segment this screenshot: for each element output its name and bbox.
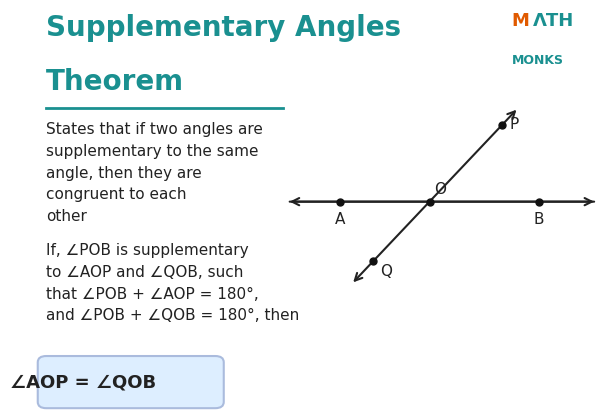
Text: P: P [509,117,518,132]
Text: Theorem: Theorem [46,68,184,96]
Text: ΛTH: ΛTH [533,12,574,30]
Text: Q: Q [380,264,392,279]
Text: B: B [533,212,544,227]
Text: ∠AOP = ∠QOB: ∠AOP = ∠QOB [10,373,156,391]
Text: If, ∠POB is supplementary
to ∠AOP and ∠QOB, such
that ∠POB + ∠AOP = 180°,
and ∠P: If, ∠POB is supplementary to ∠AOP and ∠Q… [46,243,299,323]
Text: M: M [511,12,529,30]
FancyBboxPatch shape [38,356,224,408]
Text: MONKS: MONKS [512,53,565,66]
Text: O: O [434,181,446,197]
Text: States that if two angles are
supplementary to the same
angle, then they are
con: States that if two angles are supplement… [46,122,263,224]
Text: Supplementary Angles: Supplementary Angles [46,14,401,42]
Text: A: A [335,212,346,227]
